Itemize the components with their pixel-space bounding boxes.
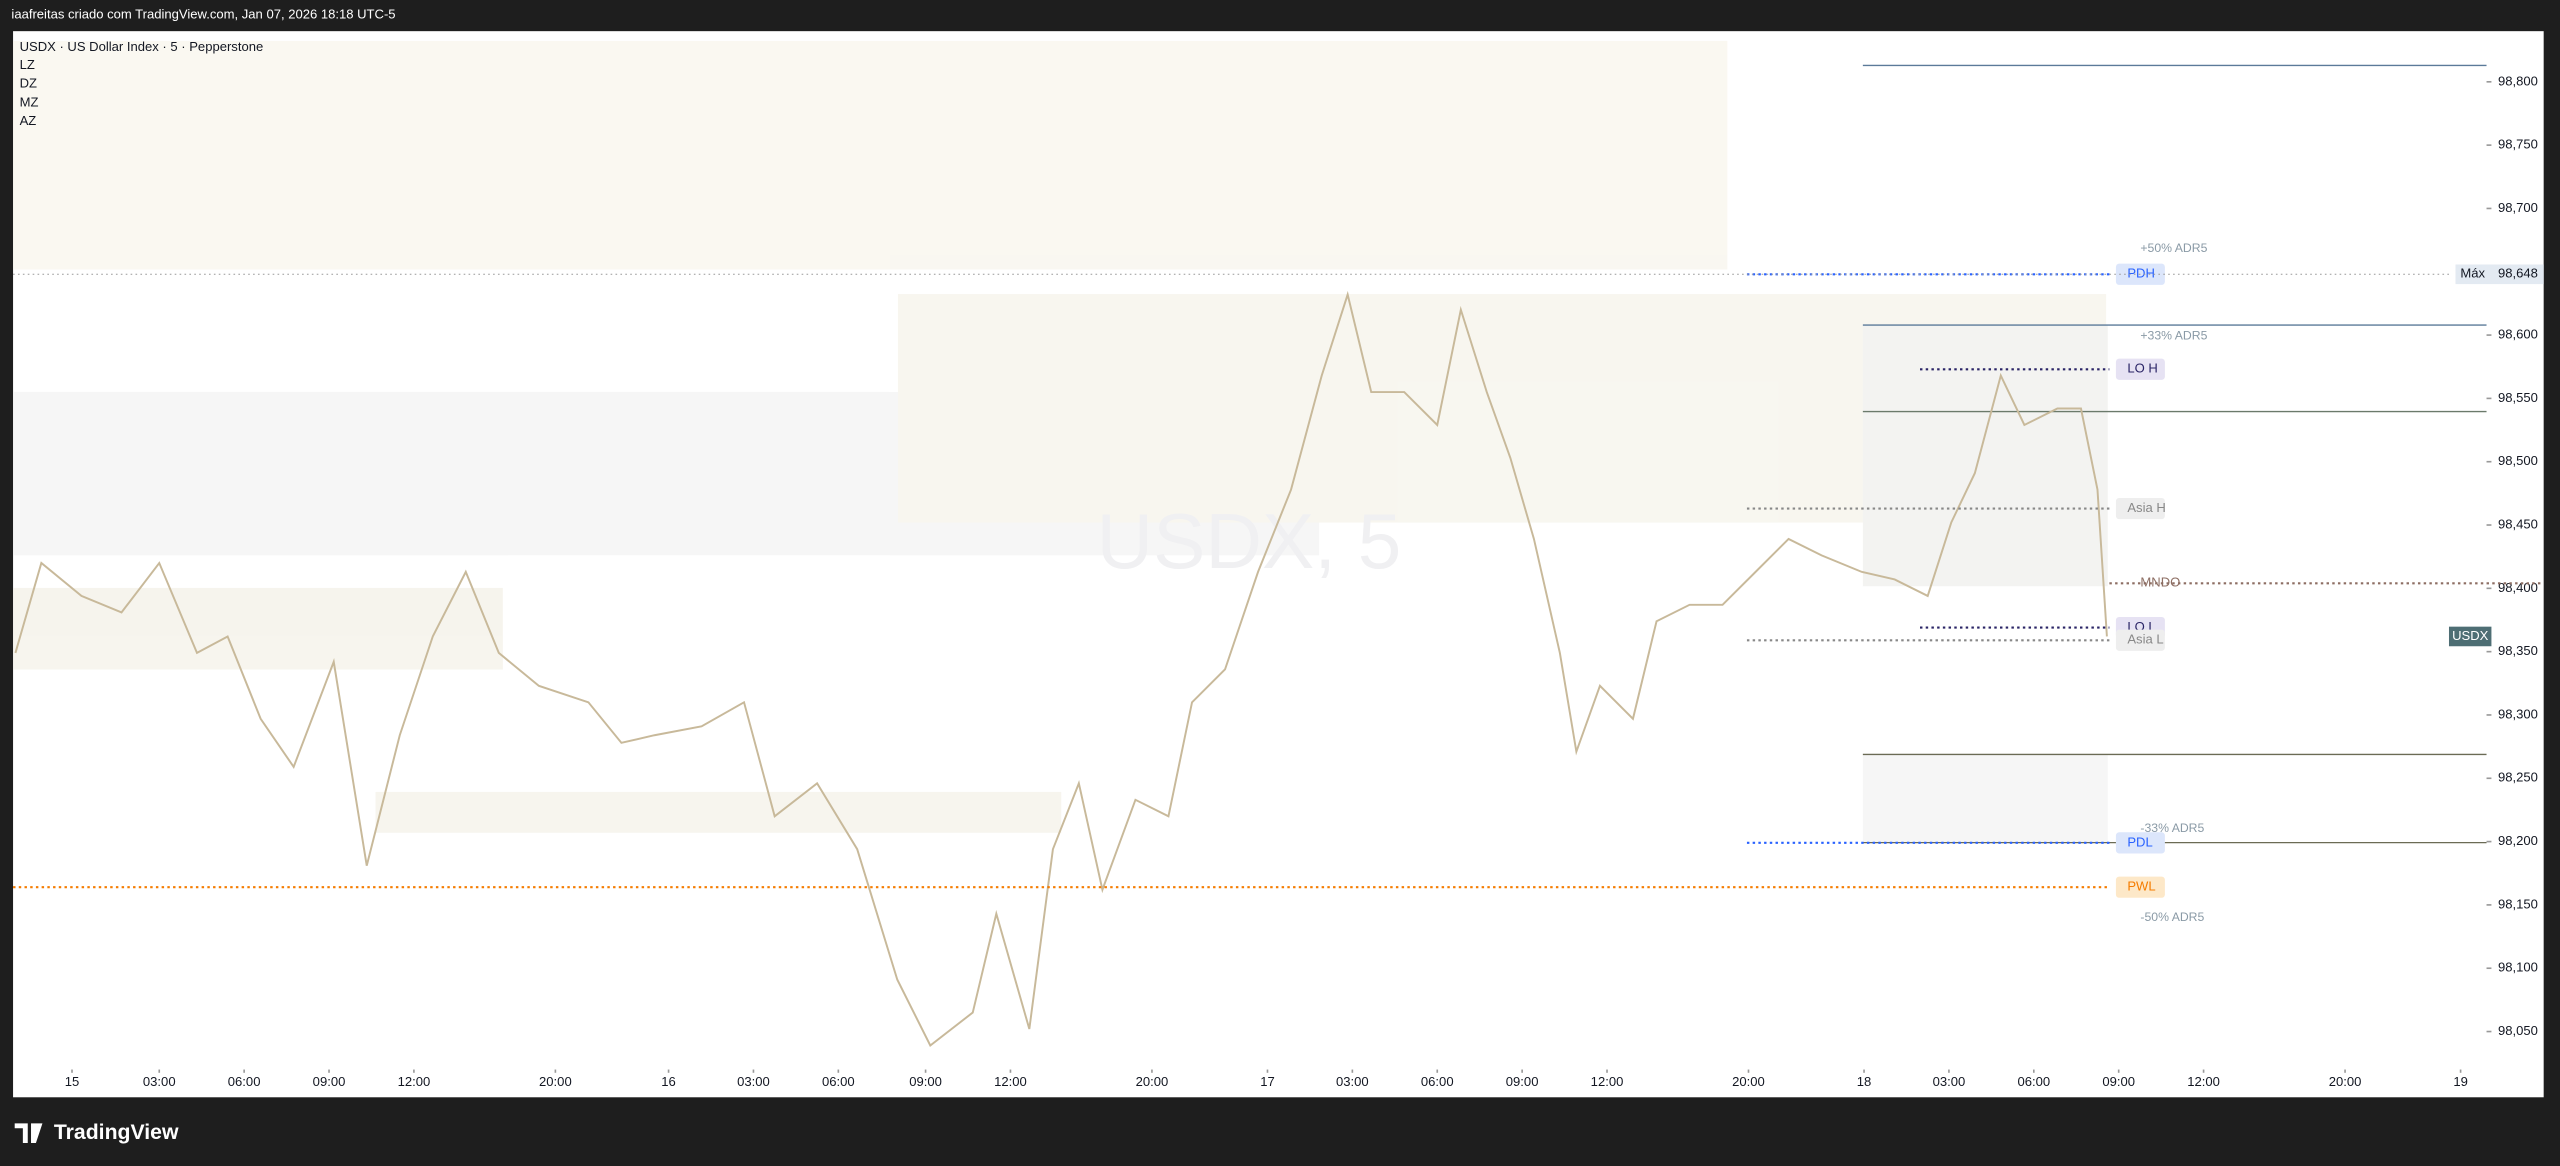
x-tick-label: 18: [1857, 1074, 1872, 1089]
x-tick-label: 09:00: [2102, 1074, 2135, 1089]
max-label: Máx: [2460, 266, 2485, 281]
level-tag: [2115, 832, 2165, 854]
logo-mark: [14, 1123, 43, 1143]
legend-item: MZ: [20, 94, 39, 109]
y-tick-label: 98,500: [2498, 453, 2538, 468]
x-tick-label: 03:00: [1933, 1074, 1966, 1089]
level-tag: [2115, 497, 2165, 520]
chart-title: USDX · US Dollar Index · 5 · Pepperstone: [20, 39, 264, 54]
x-tick-label: 12:00: [398, 1074, 431, 1089]
legend-item: DZ: [20, 76, 37, 91]
level-tag: [2115, 629, 2165, 651]
brand: TradingView: [54, 1121, 179, 1144]
y-tick-label: 98,200: [2498, 833, 2538, 848]
level-label: PDH: [2127, 266, 2155, 281]
y-tick-label: 98,450: [2498, 516, 2538, 531]
price-tag-label: USDX: [2452, 628, 2489, 643]
y-tick-label: 98,750: [2498, 137, 2538, 152]
caption: iaafreitas criado com TradingView.com, J…: [11, 6, 395, 21]
level-label: PDL: [2127, 834, 2152, 849]
y-tick-label: 98,050: [2498, 1023, 2538, 1038]
y-tick-label: 98,300: [2498, 706, 2538, 721]
x-tick-label: 20:00: [1136, 1074, 1169, 1089]
price-line: [14, 290, 2108, 1047]
x-tick-label: 20:00: [539, 1074, 572, 1089]
y-tick-label: 98,350: [2498, 643, 2538, 658]
level-tag: [2115, 358, 2165, 380]
x-tick-label: 12:00: [1591, 1074, 1624, 1089]
adr-label: -50% ADR5: [2140, 910, 2204, 924]
price-tag: [2448, 626, 2492, 647]
y-tick-label: 98,550: [2498, 390, 2538, 405]
y-tick-label: 98,250: [2498, 770, 2538, 785]
x-tick-label: 09:00: [909, 1074, 942, 1089]
adr-label: +33% ADR5: [2140, 329, 2207, 343]
x-tick-label: 12:00: [994, 1074, 1027, 1089]
y-tick-label: 98,800: [2498, 73, 2538, 88]
x-tick-label: 15: [65, 1074, 80, 1089]
x-tick-label: 06:00: [1421, 1074, 1454, 1089]
x-tick-label: 06:00: [822, 1074, 855, 1089]
y-tick-label: 98,400: [2498, 580, 2538, 595]
max-value: 98,648: [2498, 266, 2538, 281]
x-tick-label: 09:00: [1506, 1074, 1539, 1089]
max-tag: [2455, 264, 2544, 285]
watermark: USDX, 5: [1097, 497, 1402, 585]
x-tick-label: 06:00: [228, 1074, 261, 1089]
level-label: MNDO: [2140, 575, 2180, 590]
x-tick-label: 03:00: [143, 1074, 176, 1089]
y-tick-label: 98,700: [2498, 200, 2538, 215]
level-label: Asia L: [2127, 632, 2163, 647]
x-tick-label: 12:00: [2187, 1074, 2220, 1089]
zone: [1862, 325, 2108, 587]
zone: [13, 587, 503, 670]
legend-item: AZ: [20, 113, 37, 128]
x-tick-label: 03:00: [1336, 1074, 1369, 1089]
adr-label: -33% ADR5: [2140, 821, 2204, 835]
x-tick-label: 19: [2453, 1074, 2468, 1089]
level-label: Asia H: [2127, 500, 2165, 515]
x-tick-label: 17: [1260, 1074, 1275, 1089]
level-label: LO H: [2127, 361, 2157, 376]
level-tag: [2115, 876, 2165, 898]
legend-item: LZ: [20, 57, 35, 72]
zone: [375, 791, 1062, 833]
x-tick-label: 20:00: [1732, 1074, 1765, 1089]
y-tick-label: 98,150: [2498, 896, 2538, 911]
x-tick-label: 20:00: [2329, 1074, 2362, 1089]
range-lines: [1862, 64, 2487, 844]
zones: [13, 40, 2108, 843]
x-tick-label: 16: [661, 1074, 676, 1089]
level-label: PWL: [2127, 879, 2155, 894]
x-tick-label: 03:00: [737, 1074, 770, 1089]
adr-label: +50% ADR5: [2140, 241, 2207, 255]
y-tick-label: 98,100: [2498, 960, 2538, 975]
y-tick-label: 98,600: [2498, 327, 2538, 342]
x-tick-label: 09:00: [313, 1074, 346, 1089]
zone: [13, 40, 1728, 270]
x-tick-label: 06:00: [2017, 1074, 2050, 1089]
zone: [1862, 754, 2108, 843]
